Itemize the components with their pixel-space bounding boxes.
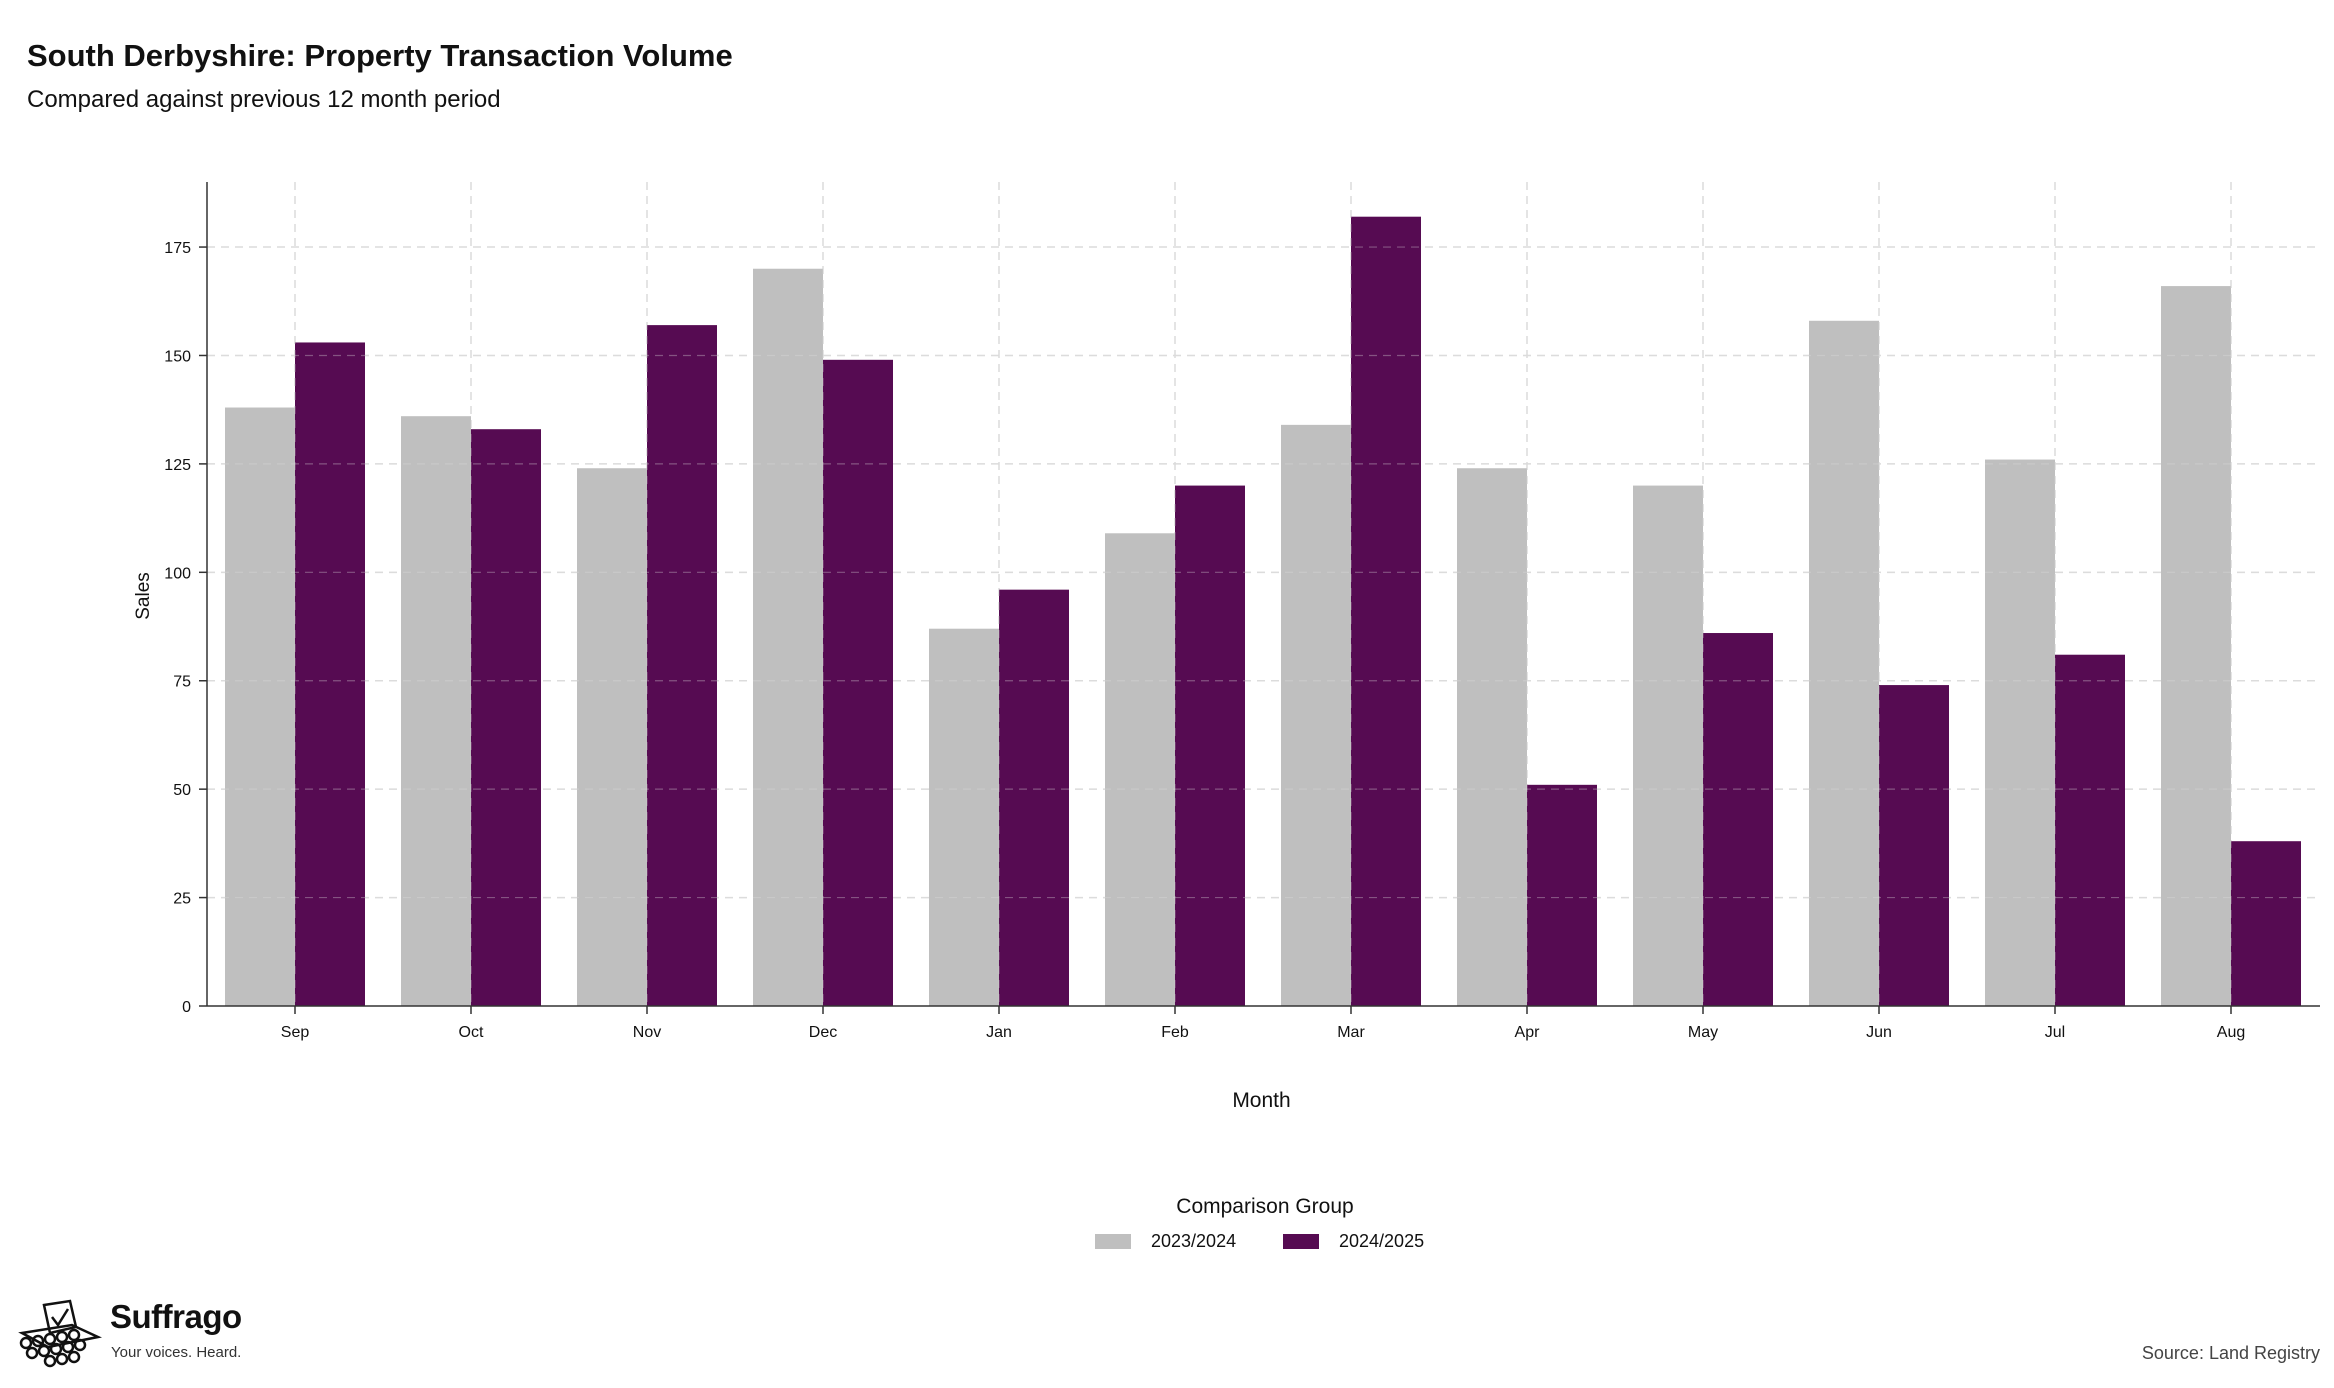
y-tick-label: 150 bbox=[164, 348, 191, 365]
ballot-box-logo-icon bbox=[18, 1299, 103, 1368]
bar-curr-may bbox=[1703, 633, 1773, 1006]
bar-prev-dec bbox=[753, 268, 823, 1007]
axis-layer: 0 25 50 75 100 125 150 175 Sep Oct Nov Dec Jan Feb Mar… bbox=[133, 182, 2320, 1112]
bar-curr-oct bbox=[471, 429, 541, 1006]
bar-prev-oct bbox=[401, 416, 471, 1007]
bar-prev-sep bbox=[225, 407, 295, 1007]
bar-prev-jun bbox=[1809, 320, 1879, 1007]
y-tick-label: 125 bbox=[164, 457, 191, 474]
brand-tagline: Your voices. Heard. bbox=[111, 1344, 242, 1361]
bar-prev-nov bbox=[577, 468, 647, 1006]
x-tick-label: Sep bbox=[281, 1024, 310, 1041]
x-tick-label: Jul bbox=[2045, 1024, 2065, 1041]
bar-prev-feb bbox=[1105, 533, 1175, 1006]
y-tick-label: 100 bbox=[164, 565, 191, 582]
bar-curr-apr bbox=[1527, 784, 1597, 1006]
x-tick-label: May bbox=[1688, 1024, 1718, 1041]
legend-label-prev: 2023/2024 bbox=[1151, 1231, 1237, 1251]
chart-subtitle: Compared against previous 12 month perio… bbox=[27, 86, 501, 113]
bar-prev-apr bbox=[1457, 468, 1527, 1006]
x-tick-label: Feb bbox=[1161, 1024, 1189, 1041]
y-tick-label: 50 bbox=[173, 782, 191, 799]
legend-label-curr: 2024/2025 bbox=[1339, 1231, 1425, 1251]
bar-layer bbox=[207, 182, 2320, 1007]
y-tick-label: 25 bbox=[173, 891, 191, 908]
legend-title: Comparison Group bbox=[1176, 1195, 1354, 1218]
x-tick-label: Jan bbox=[986, 1024, 1012, 1041]
bar-prev-jan bbox=[929, 628, 999, 1006]
bar-curr-sep bbox=[295, 342, 365, 1007]
bar-prev-may bbox=[1633, 485, 1703, 1006]
legend-item-curr: 2024/2025 bbox=[1283, 1231, 1424, 1252]
x-tick-label: Oct bbox=[459, 1024, 484, 1041]
bar-curr-jul bbox=[2055, 654, 2125, 1006]
bar-curr-dec bbox=[823, 359, 893, 1006]
bar-prev-mar bbox=[1281, 424, 1351, 1006]
legend-swatch-curr bbox=[1283, 1234, 1319, 1249]
x-tick-label: Dec bbox=[809, 1024, 837, 1041]
x-axis-title: Month bbox=[1232, 1089, 1290, 1112]
chart-title: South Derbyshire: Property Transaction V… bbox=[27, 38, 733, 73]
y-axis-title: Sales bbox=[133, 572, 154, 620]
x-tick-label: Apr bbox=[1515, 1024, 1541, 1041]
x-tick-label: Aug bbox=[2217, 1024, 2245, 1041]
x-tick-label: Jun bbox=[1866, 1024, 1892, 1041]
source-note: Source: Land Registry bbox=[2141, 1343, 2320, 1363]
bar-prev-jul bbox=[1985, 459, 2055, 1007]
bar-curr-feb bbox=[1175, 485, 1245, 1006]
legend-swatch-prev bbox=[1095, 1234, 1131, 1249]
legend-item-prev: 2023/2024 bbox=[1095, 1231, 1236, 1252]
y-tick-label: 0 bbox=[182, 999, 191, 1016]
bar-prev-aug bbox=[2161, 286, 2231, 1006]
y-tick-label: 175 bbox=[164, 240, 191, 257]
y-tick-label: 75 bbox=[173, 674, 191, 691]
bar-curr-jun bbox=[1879, 685, 1949, 1006]
bar-curr-mar bbox=[1351, 216, 1421, 1007]
x-tick-label: Nov bbox=[633, 1024, 661, 1041]
bar-curr-aug bbox=[2231, 841, 2301, 1006]
brand-name: Suffrago bbox=[110, 1298, 242, 1335]
bar-curr-nov bbox=[647, 325, 717, 1006]
x-tick-label: Mar bbox=[1337, 1024, 1365, 1041]
bar-chart: 0 25 50 75 100 125 150 175 Sep Oct Nov Dec Jan Feb Mar… bbox=[133, 182, 2320, 1112]
bar-curr-jan bbox=[999, 589, 1069, 1006]
